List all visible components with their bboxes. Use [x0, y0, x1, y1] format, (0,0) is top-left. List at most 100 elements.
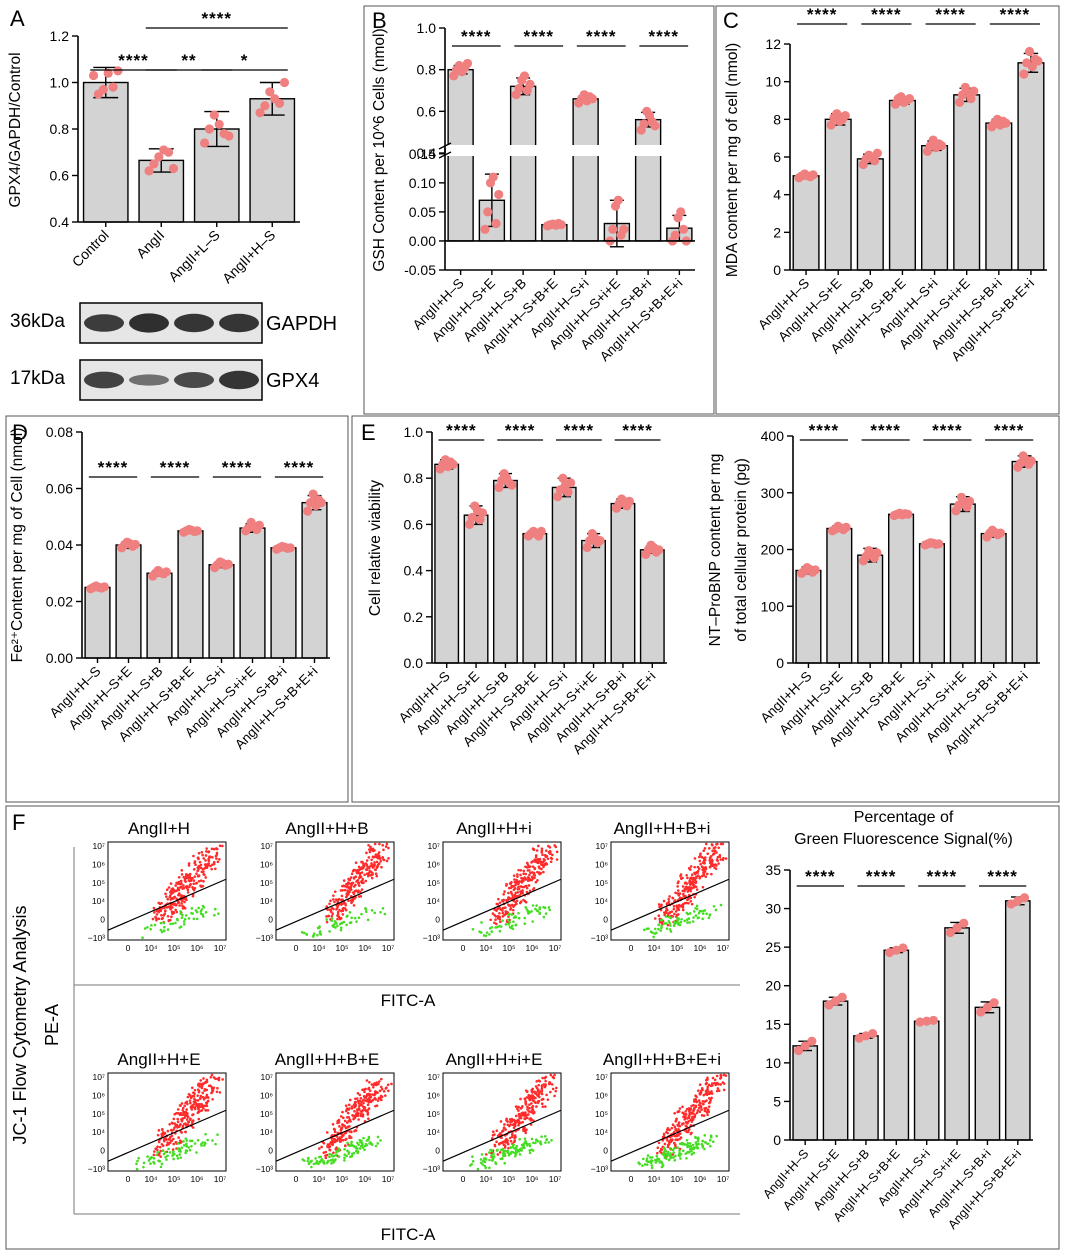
flow-red-event — [358, 1104, 361, 1108]
flow-red-event — [192, 854, 195, 858]
flow-red-event — [494, 915, 498, 918]
flow-red-event — [215, 847, 218, 850]
flow-red-event — [522, 1129, 525, 1133]
flow-red-event — [193, 1088, 197, 1092]
flow-red-event — [336, 917, 339, 921]
panel-c-border — [715, 5, 1060, 415]
flow-red-event — [179, 886, 182, 889]
flow-green-event — [149, 927, 152, 931]
flow-y-tick: 10⁵ — [427, 878, 440, 888]
flow-red-event — [170, 888, 173, 891]
flow-red-event — [542, 870, 545, 874]
flow-green-event — [660, 1160, 663, 1164]
flow-red-event — [689, 886, 693, 889]
flow-y-tick: 10⁷ — [595, 841, 608, 851]
y-tick-label: 0.6 — [404, 516, 424, 532]
flow-red-event — [367, 1087, 370, 1091]
flow-red-event — [700, 1114, 704, 1117]
flow-red-event — [717, 1089, 721, 1093]
flow-red-event — [359, 895, 363, 898]
flow-green-event — [696, 1137, 700, 1141]
significance-label-3: **** — [987, 867, 1017, 886]
flow-green-event — [196, 1138, 200, 1142]
flow-red-event — [549, 856, 553, 860]
panel-letter-f: F — [12, 810, 25, 835]
flow-green-event — [363, 1148, 366, 1151]
flow-x-tick: 10⁵ — [503, 943, 516, 953]
flow-green-event — [499, 925, 503, 928]
flow-red-event — [698, 1110, 702, 1113]
flow-red-event — [692, 1100, 696, 1103]
flow-red-event — [698, 1083, 702, 1087]
data-point-5-5 — [595, 535, 605, 546]
flow-red-event — [344, 1144, 347, 1147]
flow-green-event — [686, 921, 689, 924]
bar-c-0 — [792, 175, 820, 271]
flow-green-event — [365, 1139, 369, 1142]
flow-red-event — [204, 1108, 207, 1112]
flow-red-event — [699, 1105, 703, 1109]
flow-red-event — [161, 1130, 165, 1134]
flow-green-event — [490, 930, 494, 933]
flow-green-event — [678, 1154, 681, 1158]
flow-green-event — [645, 1163, 649, 1166]
flow-red-event — [722, 1088, 726, 1092]
flow-x-tick: 10⁶ — [191, 943, 204, 953]
flow-y-tick: 10⁴ — [595, 896, 608, 906]
flow-green-event — [195, 1151, 198, 1154]
flow-red-event — [502, 898, 506, 902]
bar-f-3 — [883, 949, 910, 1141]
flow-red-event — [371, 864, 375, 868]
flow-red-event — [368, 848, 371, 851]
flow-red-event — [701, 1100, 705, 1103]
flow-green-event — [143, 927, 147, 930]
flow-red-event — [517, 1109, 520, 1112]
flow-red-event — [170, 1121, 174, 1125]
flow-green-event — [166, 928, 170, 931]
data-point-1-2 — [837, 992, 847, 1002]
flow-red-event — [513, 1124, 517, 1128]
flow-green-event — [146, 925, 149, 929]
flow-green-event — [155, 1153, 158, 1157]
flow-red-event — [364, 879, 368, 883]
flow-red-event — [693, 1113, 697, 1117]
flow-red-event — [197, 1089, 201, 1093]
flow-green-event — [180, 1146, 184, 1149]
flow-red-event — [530, 1106, 534, 1109]
flow-green-event — [670, 1156, 673, 1159]
flow-red-event — [708, 856, 712, 860]
y-axis-label: GSH Content per 10^6 Cells (nmol) — [371, 28, 388, 271]
data-point-0-5 — [113, 66, 123, 76]
flow-red-event — [713, 1078, 717, 1082]
flow-green-event — [650, 1164, 654, 1167]
flow-red-event — [684, 1115, 687, 1118]
flow-red-event — [719, 858, 723, 861]
y-tick-label: 0.2 — [404, 609, 424, 625]
flow-red-event — [373, 1097, 376, 1101]
flow-red-event — [535, 1080, 539, 1083]
flow-green-event — [504, 923, 508, 926]
flow-red-event — [705, 1099, 708, 1102]
flow-red-event — [711, 1076, 715, 1080]
flow-red-event — [347, 899, 350, 903]
flow-green-event — [213, 913, 216, 917]
flow-green-event — [512, 1143, 515, 1147]
data-point-7-0 — [303, 506, 313, 516]
flow-y-tick: 10⁷ — [427, 1072, 440, 1082]
flow-red-event — [176, 1120, 180, 1124]
flow-red-event — [181, 1108, 185, 1112]
flow-red-event — [155, 917, 158, 920]
flow-red-event — [153, 1150, 156, 1153]
flow-red-event — [524, 1100, 527, 1103]
flow-green-event — [668, 921, 672, 925]
flow-x-tick: 10⁵ — [336, 1174, 349, 1184]
flow-green-event — [502, 1149, 506, 1153]
flow-green-event — [187, 1146, 191, 1149]
flow-red-event — [714, 1083, 717, 1087]
flow-green-event — [648, 1160, 652, 1164]
flow-red-event — [157, 910, 161, 914]
flow-red-event — [206, 1108, 210, 1112]
data-point-4-0 — [553, 492, 563, 502]
flow-green-event — [511, 927, 515, 931]
